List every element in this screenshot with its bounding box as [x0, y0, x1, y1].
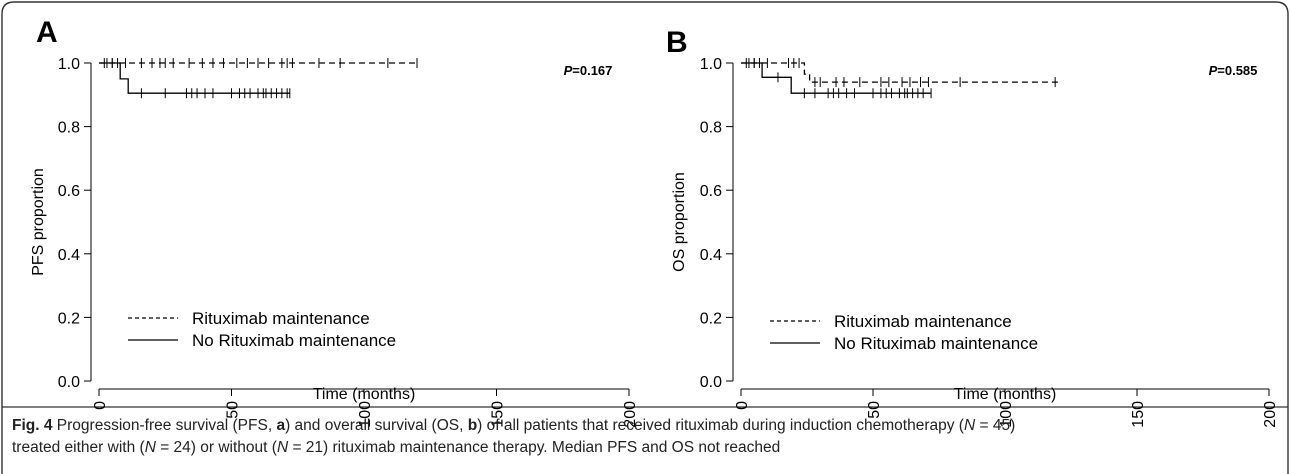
caption-n-symbol: N: [144, 439, 156, 456]
caption-text-4: = 45): [975, 417, 1016, 434]
x-tick-label: 50: [225, 401, 242, 419]
caption-text-2: ) and overall survival (OS,: [285, 417, 468, 434]
y-axis-title: PFS proportion: [30, 168, 47, 276]
legend-label-no-rituximab-maintenance: No Rituximab maintenance: [834, 334, 1038, 353]
x-tick-label: 200: [622, 401, 639, 428]
y-tick-label: 0.2: [700, 310, 722, 327]
caption-fig-label: Fig. 4: [12, 417, 53, 434]
x-tick-label: 150: [1130, 401, 1147, 428]
panel-label: B: [666, 26, 688, 59]
p-symbol: P: [1209, 63, 1218, 78]
y-tick-label: 0.4: [700, 247, 722, 264]
legend-label-no-rituximab-maintenance: No Rituximab maintenance: [192, 331, 396, 350]
caption-panel-a-ref: a: [276, 417, 286, 434]
y-tick-label: 0.6: [58, 183, 80, 200]
p-value: =0.167: [572, 63, 612, 78]
caption-n-symbol: N: [963, 417, 976, 434]
x-axis-title: Time (months): [954, 386, 1057, 403]
caption-panel-b-ref: b: [467, 417, 478, 434]
y-tick-label: 0.4: [58, 247, 80, 264]
caption-text-6: = 24) or without (: [155, 439, 277, 456]
y-tick-label: 0.8: [700, 120, 722, 137]
y-tick-label: 0.8: [58, 120, 80, 137]
x-tick-label: 150: [490, 401, 507, 428]
p-value-label: P=0.585: [1209, 63, 1258, 78]
y-tick-label: 0.6: [700, 183, 722, 200]
y-tick-label: 0.2: [58, 310, 80, 327]
p-symbol: P: [564, 63, 573, 78]
y-tick-label: 1.0: [700, 56, 722, 73]
y-tick-label: 1.0: [58, 56, 80, 73]
y-tick-label: 0.0: [700, 374, 722, 391]
y-tick-label: 0.0: [58, 374, 80, 391]
p-value-label: P=0.167: [564, 63, 613, 78]
panel-b-os-chart: B 0 50 100 150 200 Time (months) 0.0 0.2 0.4 0.6 0.…: [666, 26, 1279, 428]
x-axis-title: Time (months): [313, 386, 416, 403]
caption-text-3: ) of all patients that received rituxima…: [477, 417, 964, 434]
caption-n-symbol: N: [276, 439, 289, 456]
panel-a-pfs-chart: A 0 50 100 150 200 Time (months) 0.0 0.2 0.4 0.6 0.…: [30, 16, 639, 428]
panel-label: A: [36, 16, 58, 49]
legend-label-rituximab-maintenance: Rituximab maintenance: [192, 309, 370, 328]
caption-text-5: treated either with (: [12, 439, 145, 456]
x-tick-label: 0: [92, 401, 109, 410]
caption-text-7: = 21) rituximab maintenance therapy. Med…: [288, 439, 781, 456]
legend-label-rituximab-maintenance: Rituximab maintenance: [834, 312, 1012, 331]
x-tick-label: 0: [734, 401, 751, 410]
series-line-no-rituximab-maintenance: [99, 62, 290, 94]
caption-text-1: Progression-free survival (PFS,: [52, 417, 277, 434]
x-tick-label: 100: [357, 401, 374, 428]
p-value: =0.585: [1217, 63, 1257, 78]
x-tick-label: 200: [1262, 401, 1279, 428]
x-tick-label: 100: [998, 401, 1015, 428]
y-axis-title: OS proportion: [671, 172, 688, 272]
figure-caption: Fig. 4 Progression-free survival (PFS, a…: [12, 415, 1278, 459]
x-tick-label: 50: [866, 401, 883, 419]
